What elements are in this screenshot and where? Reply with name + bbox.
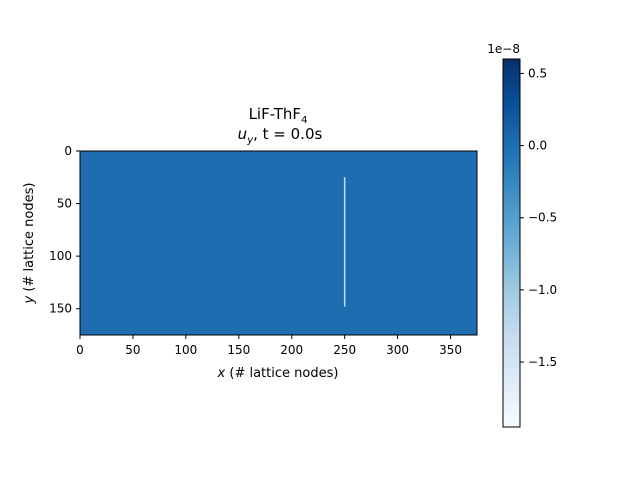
y-tick-label: 100 (49, 249, 72, 263)
y-tick-label: 150 (49, 302, 72, 316)
colorbar-multiplier: 1e−8 (487, 42, 520, 56)
x-tick-label: 0 (76, 343, 84, 357)
colorbar-tick-label: −1.0 (528, 283, 557, 297)
x-tick-label: 250 (333, 343, 356, 357)
plot-frame (79, 150, 478, 336)
y-axis-ticks: 0 50 100 150 (49, 144, 80, 316)
colorbar-gradient (502, 58, 521, 428)
x-tick-label: 200 (280, 343, 303, 357)
x-tick-label: 150 (227, 343, 250, 357)
x-tick-label: 50 (125, 343, 140, 357)
x-axis-label: x (# lattice nodes) (217, 366, 339, 381)
x-axis-ticks: 0 50 100 150 200 250 300 350 (76, 335, 462, 357)
heatmap-field (80, 151, 477, 335)
y-axis-label: y (# lattice nodes) (22, 183, 37, 305)
y-tick-label: 50 (57, 197, 72, 211)
colorbar-ticks: 0.5 0.0 −0.5 −1.0 −1.5 (520, 66, 557, 369)
colorbar-tick-label: −0.5 (528, 211, 557, 225)
chart-title-line2: uy, t = 0.0s (238, 125, 323, 146)
x-tick-label: 100 (174, 343, 197, 357)
heatmap-plot (79, 150, 478, 336)
colorbar: 1e−8 (487, 42, 521, 428)
chart-title-line1: LiF-ThF4 (249, 105, 308, 126)
colorbar-tick-label: 0.0 (528, 139, 547, 153)
y-tick-label: 0 (64, 144, 72, 158)
colorbar-tick-label: −1.5 (528, 355, 557, 369)
x-tick-label: 350 (439, 343, 462, 357)
x-tick-label: 300 (386, 343, 409, 357)
colorbar-tick-label: 0.5 (528, 66, 547, 80)
